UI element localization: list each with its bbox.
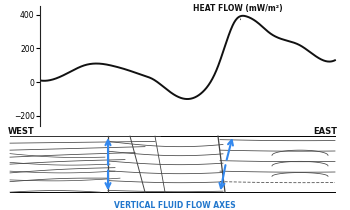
Text: HEAT FLOW (mW/m²): HEAT FLOW (mW/m²)	[194, 4, 283, 20]
Text: WEST: WEST	[8, 127, 35, 136]
Text: VERTICAL FLUID FLOW AXES: VERTICAL FLUID FLOW AXES	[114, 201, 236, 210]
Text: EAST: EAST	[313, 127, 337, 136]
